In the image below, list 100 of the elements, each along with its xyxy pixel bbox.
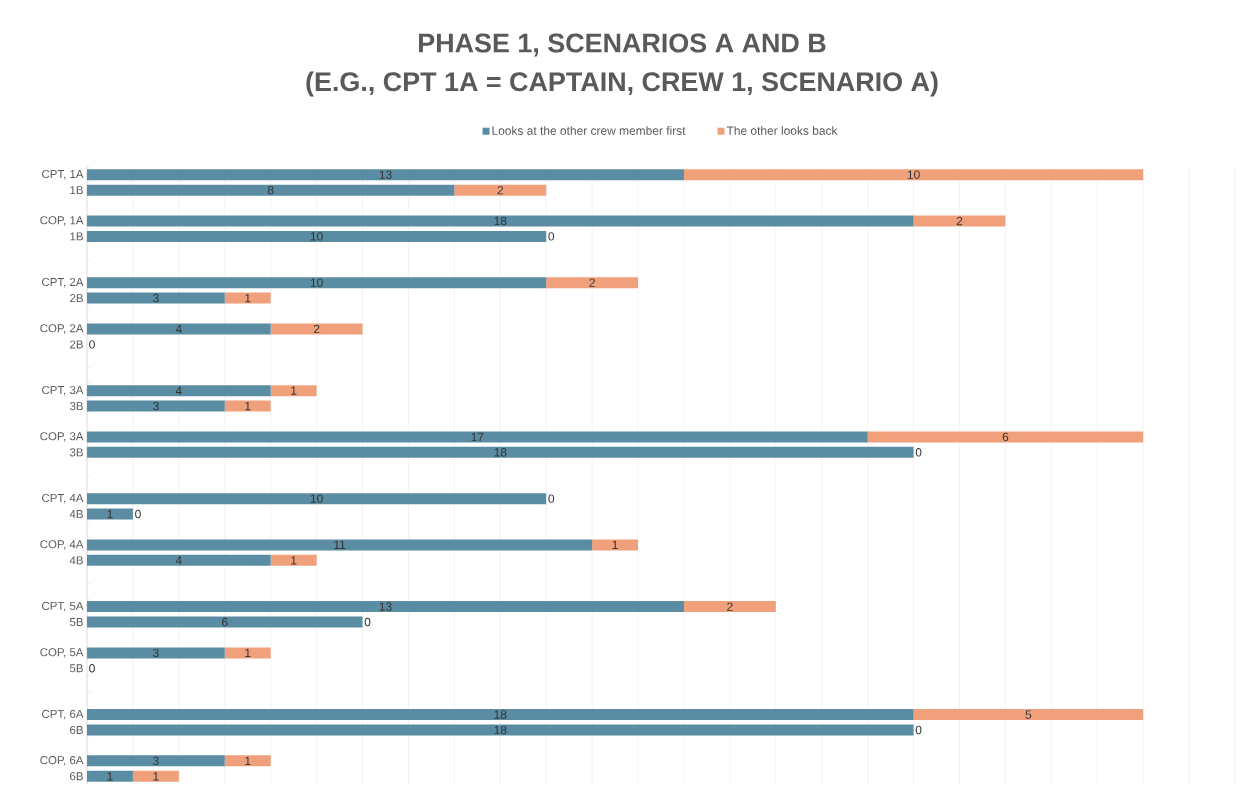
y-tick-label: COP, 2A <box>40 324 84 334</box>
y-tick-label: CPT, 6A <box>42 709 84 720</box>
data-label: 4 <box>175 556 182 565</box>
data-label: 17 <box>471 432 484 442</box>
bar <box>913 709 1144 721</box>
bar <box>270 323 363 335</box>
data-label: 1 <box>245 648 251 657</box>
y-tick-label: COP, 4A <box>40 540 84 550</box>
y-tick-label: 3B <box>69 402 83 411</box>
data-label: 1 <box>245 401 251 411</box>
bar <box>87 709 914 721</box>
data-label: 6 <box>1002 432 1009 442</box>
data-label: 1 <box>291 386 297 395</box>
bar <box>224 400 271 412</box>
y-tick-label: 5B <box>69 618 83 627</box>
data-label: 0 <box>135 509 141 519</box>
bar <box>683 169 1144 181</box>
data-label: 18 <box>494 448 507 457</box>
data-label: 1 <box>107 772 113 781</box>
y-tick-label: 1B <box>70 186 83 195</box>
y-tick-label: CPT, 5A <box>42 601 84 612</box>
bar <box>592 539 639 551</box>
bar <box>87 169 684 181</box>
data-label: 2 <box>497 185 504 195</box>
bar <box>87 647 225 659</box>
y-tick-label: 6B <box>70 772 83 781</box>
data-label: 3 <box>153 293 159 303</box>
bar <box>867 431 1144 443</box>
bar <box>87 292 225 304</box>
bar <box>87 230 547 242</box>
data-label: 0 <box>915 448 922 457</box>
bar <box>87 554 271 566</box>
data-label: 3 <box>153 756 159 766</box>
bar <box>87 508 133 520</box>
y-tick-label: CPT, 1A <box>42 169 84 180</box>
legend-label: The other looks back <box>726 126 838 135</box>
data-label: 2 <box>313 324 320 334</box>
y-tick-label: COP, 6A <box>40 756 84 766</box>
chart-title: PHASE 1, SCENARIOS A AND B <box>419 33 826 57</box>
y-tick-label: 4B <box>69 556 83 565</box>
bar <box>87 616 363 628</box>
y-tick-label: 3B <box>69 448 83 457</box>
legend-label: Looks at the other crew member first <box>492 126 686 135</box>
data-label: 1 <box>291 556 297 565</box>
data-label: 10 <box>310 232 323 241</box>
y-tick-label: 2B <box>70 340 83 349</box>
bar <box>683 601 776 613</box>
data-label: 18 <box>494 216 507 226</box>
bar <box>87 323 271 335</box>
bar <box>87 277 547 289</box>
data-label: 0 <box>915 725 922 735</box>
data-label: 0 <box>89 664 95 673</box>
data-label: 3 <box>153 648 159 658</box>
data-label: 2 <box>956 216 963 226</box>
data-label: 10 <box>907 170 920 179</box>
data-label: 1 <box>107 509 113 519</box>
bar <box>546 277 639 289</box>
data-label: 0 <box>548 232 555 241</box>
bar <box>87 539 593 551</box>
bar <box>87 493 547 505</box>
bar <box>87 385 271 397</box>
data-label: 18 <box>494 710 507 719</box>
bar <box>270 554 317 566</box>
y-tick-label: CPT, 4A <box>42 493 84 504</box>
chart-subtitle: (E.G., CPT 1A = CAPTAIN, CREW 1, SCENARIO A) <box>306 71 938 97</box>
bar <box>454 184 547 196</box>
bar <box>270 385 317 397</box>
data-label: 2 <box>727 602 733 611</box>
data-label: 0 <box>548 494 555 503</box>
y-tick-label: COP, 5A <box>40 648 84 658</box>
y-tick-label: 2B <box>70 294 83 303</box>
data-label: 4 <box>175 324 182 334</box>
data-label: 13 <box>379 170 392 179</box>
data-label: 1 <box>245 293 251 303</box>
data-label: 6 <box>222 617 228 627</box>
data-label: 18 <box>494 725 507 735</box>
data-label: 10 <box>310 278 323 287</box>
y-tick-label: 6B <box>70 725 83 735</box>
bar <box>913 215 1006 227</box>
data-label: 1 <box>153 772 159 781</box>
y-tick-label: CPT, 2A <box>42 277 84 288</box>
data-label: 8 <box>267 185 274 195</box>
y-tick-label: COP, 3A <box>40 432 84 442</box>
bar <box>87 770 133 782</box>
bar <box>224 647 271 659</box>
data-label: 0 <box>89 340 95 349</box>
bar <box>87 431 868 443</box>
bar <box>87 400 225 412</box>
data-label: 0 <box>364 617 371 627</box>
bar <box>224 292 271 304</box>
bar <box>87 184 455 196</box>
data-label: 5 <box>1025 710 1032 719</box>
y-tick-label: 1B <box>70 232 83 241</box>
bar <box>87 446 914 458</box>
data-label: 11 <box>334 540 346 550</box>
bar <box>224 755 271 767</box>
data-label: 1 <box>612 540 618 550</box>
data-label: 2 <box>589 278 595 287</box>
data-label: 4 <box>175 386 182 395</box>
y-tick-label: 4B <box>69 510 83 518</box>
